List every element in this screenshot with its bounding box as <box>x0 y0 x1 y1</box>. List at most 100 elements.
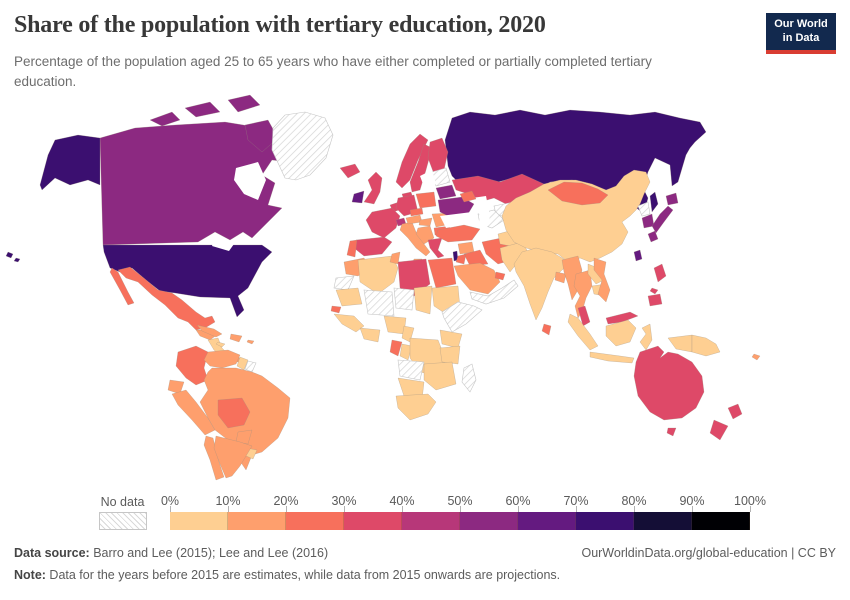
legend-swatch-40-50%[interactable] <box>402 512 460 530</box>
country-indonesia-kalimantan[interactable] <box>605 319 637 347</box>
country-canada-arctic-3[interactable] <box>227 94 261 113</box>
country-guinea-region[interactable] <box>333 313 365 333</box>
country-vietnam[interactable] <box>593 257 611 303</box>
country-hispaniola[interactable] <box>229 333 243 343</box>
country-philippines-visayas[interactable] <box>649 287 659 295</box>
country-western-sahara[interactable] <box>333 275 355 291</box>
legend-swatch-90-100%[interactable] <box>692 512 750 530</box>
country-mauritania[interactable] <box>335 287 363 307</box>
country-new-zealand-south[interactable] <box>709 419 729 441</box>
country-japan-honshu[interactable] <box>651 205 674 234</box>
country-france[interactable] <box>365 207 401 239</box>
country-united-kingdom[interactable] <box>363 171 383 205</box>
legend-swatch-80-90%[interactable] <box>634 512 692 530</box>
country-saudi-arabia[interactable] <box>453 262 501 295</box>
country-tanzania[interactable] <box>439 345 461 365</box>
country-congo[interactable] <box>399 343 413 361</box>
country-zambia-zimbabwe-mozambique[interactable] <box>423 361 457 391</box>
country-canada[interactable] <box>99 121 296 246</box>
legend-no-data-swatch[interactable] <box>99 512 147 530</box>
country-cuba[interactable] <box>196 324 223 338</box>
country-usa-hawaii[interactable] <box>5 251 14 259</box>
country-russia-sakhalin[interactable] <box>649 191 659 213</box>
country-taiwan[interactable] <box>633 249 643 262</box>
country-papua-new-guinea[interactable] <box>691 334 721 357</box>
country-south-africa[interactable] <box>395 393 437 421</box>
country-ghana-cote-divoire[interactable] <box>359 327 381 343</box>
country-czechia[interactable] <box>409 207 424 217</box>
owid-logo[interactable]: Our World in Data <box>766 13 836 54</box>
legend-swatch-70-80%[interactable] <box>576 512 634 530</box>
country-paraguay[interactable] <box>235 429 253 445</box>
country-spain[interactable] <box>353 236 393 257</box>
country-mexico[interactable] <box>117 266 216 331</box>
country-australia[interactable] <box>633 345 705 421</box>
country-greece[interactable] <box>427 237 445 259</box>
country-indonesia-java[interactable] <box>589 351 635 364</box>
legend-swatch-50-60%[interactable] <box>460 512 518 530</box>
country-indonesia-sumatra[interactable] <box>567 313 599 351</box>
country-yemen-oman[interactable] <box>469 279 519 305</box>
country-philippines-mindanao[interactable] <box>647 293 663 307</box>
legend-swatch-0-10%[interactable] <box>170 512 228 530</box>
country-bangladesh[interactable] <box>554 271 567 284</box>
country-japan-kyushu[interactable] <box>647 230 659 243</box>
country-gulf-states[interactable] <box>494 271 506 281</box>
country-sri-lanka[interactable] <box>541 323 552 336</box>
country-puerto-rico[interactable] <box>246 339 255 345</box>
country-colombia[interactable] <box>175 345 209 386</box>
country-mali-burkina[interactable] <box>363 289 395 317</box>
country-canada-arctic-1[interactable] <box>149 111 181 127</box>
country-mexico-baja[interactable] <box>109 267 135 306</box>
country-mongolia[interactable] <box>547 181 609 206</box>
country-indonesia-sulawesi[interactable] <box>639 323 653 351</box>
country-niger[interactable] <box>393 287 415 311</box>
country-indonesia-papua[interactable] <box>667 334 693 353</box>
country-turkey[interactable] <box>435 224 481 243</box>
country-belarus[interactable] <box>435 184 457 200</box>
country-caucasus[interactable] <box>459 190 477 203</box>
country-usa-alaska[interactable] <box>39 134 101 191</box>
country-angola[interactable] <box>397 359 425 381</box>
country-iraq[interactable] <box>463 249 489 267</box>
country-malaysia-borneo[interactable] <box>605 311 639 325</box>
country-argentina[interactable] <box>213 435 253 479</box>
country-nigeria[interactable] <box>383 315 407 335</box>
country-canada-arctic-2[interactable] <box>184 101 221 118</box>
country-horn-of-africa[interactable] <box>441 301 483 333</box>
country-portugal[interactable] <box>346 239 358 258</box>
legend-swatch-20-30%[interactable] <box>286 512 344 530</box>
country-madagascar[interactable] <box>461 363 477 393</box>
legend-swatch-30-40%[interactable] <box>344 512 402 530</box>
country-norway[interactable] <box>395 133 429 189</box>
legend-swatch-10-20%[interactable] <box>228 512 286 530</box>
country-gabon[interactable] <box>389 339 403 357</box>
country-usa-hawaii-2[interactable] <box>13 257 21 263</box>
country-north-korea[interactable] <box>637 201 651 217</box>
country-bolivia[interactable] <box>217 397 251 429</box>
country-greenland[interactable] <box>271 111 334 181</box>
country-canada-baffin[interactable] <box>244 119 279 153</box>
country-ireland[interactable] <box>351 190 365 204</box>
country-egypt[interactable] <box>427 257 457 289</box>
country-jamaica[interactable] <box>215 341 226 348</box>
owid-url-link[interactable]: OurWorldinData.org/global-education | CC… <box>581 546 836 560</box>
country-iceland[interactable] <box>339 163 361 179</box>
country-australia-tasmania[interactable] <box>666 427 677 437</box>
country-uganda-kenya[interactable] <box>439 329 463 349</box>
country-chile[interactable] <box>203 435 225 481</box>
country-new-zealand-north[interactable] <box>727 403 743 420</box>
country-poland[interactable] <box>415 191 437 209</box>
country-jordan[interactable] <box>455 253 467 265</box>
country-italy[interactable] <box>399 221 431 257</box>
legend-tick-label-60%: 60% <box>505 494 531 508</box>
country-venezuela[interactable] <box>203 349 241 369</box>
country-india[interactable] <box>513 247 571 321</box>
country-fiji[interactable] <box>751 353 761 361</box>
country-philippines-luzon[interactable] <box>653 263 667 283</box>
legend-swatch-60-70%[interactable] <box>518 512 576 530</box>
country-senegal[interactable] <box>330 305 342 314</box>
country-japan-hokkaido[interactable] <box>665 192 679 206</box>
country-chad[interactable] <box>413 285 433 315</box>
country-malaysia-peninsula[interactable] <box>577 305 591 327</box>
